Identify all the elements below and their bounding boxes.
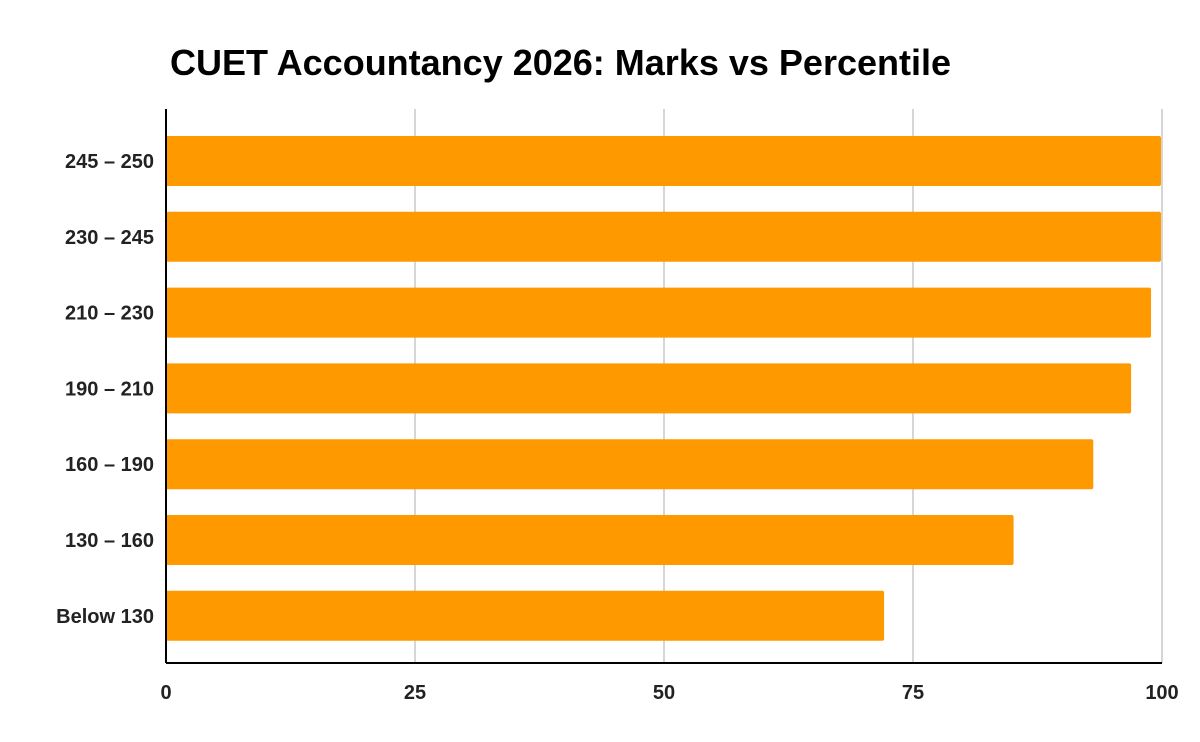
x-tick-labels: 0 25 50 75 100 (160, 682, 1178, 704)
bar-6 (166, 515, 1014, 565)
category-label-2: 230 – 245 (65, 227, 154, 249)
category-labels: 245 – 250 230 – 245 210 – 230 190 – 210 160 … (56, 151, 154, 628)
bar-1 (166, 136, 1162, 186)
x-tick-label-75: 75 (902, 682, 924, 704)
category-label-5: 160 – 190 (65, 454, 154, 476)
category-label-7: Below 130 (56, 606, 154, 628)
x-tick-label-50: 50 (653, 682, 675, 704)
x-tick-label-25: 25 (404, 682, 426, 704)
chart-title: CUET Accountancy 2026: Marks vs Percenti… (170, 42, 951, 83)
bars (166, 136, 1162, 641)
category-label-6: 130 – 160 (65, 530, 154, 552)
x-tick-label-0: 0 (160, 682, 171, 704)
bar-4 (166, 363, 1132, 414)
bar-5 (166, 439, 1094, 490)
category-label-4: 190 – 210 (65, 378, 154, 400)
bar-3 (166, 287, 1152, 338)
bar-7 (166, 590, 885, 641)
category-label-3: 210 – 230 (65, 303, 154, 325)
x-tick-label-100: 100 (1145, 682, 1178, 704)
bar-2 (166, 211, 1162, 262)
category-label-1: 245 – 250 (65, 151, 154, 173)
